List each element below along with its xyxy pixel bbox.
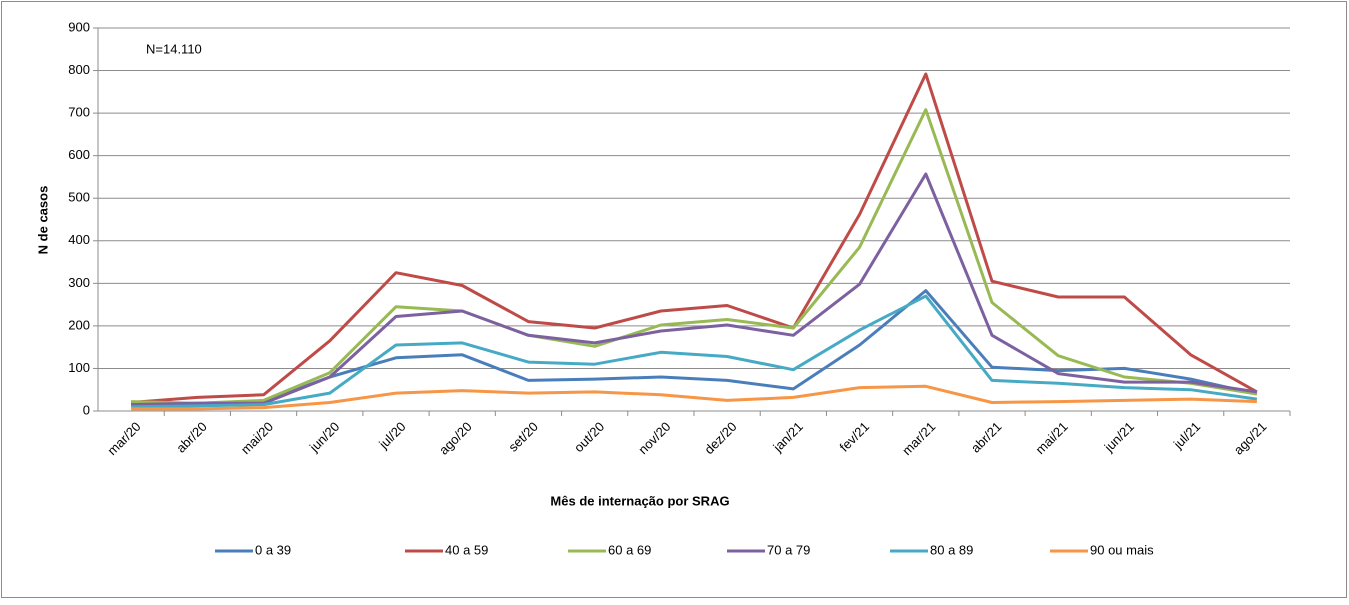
y-tick-label: 600 (68, 147, 90, 162)
legend-label: 70 a 79 (767, 542, 810, 557)
y-tick-label: 200 (68, 317, 90, 332)
y-axis-title: N de casos (35, 186, 50, 255)
series-line (131, 384, 1257, 411)
series-line (131, 172, 1258, 407)
legend-label: 80 a 89 (930, 542, 973, 557)
y-tick-label: 100 (68, 360, 90, 375)
y-tick-label: 400 (68, 232, 90, 247)
y-tick-label: 800 (68, 62, 90, 77)
y-tick-label: 500 (68, 190, 90, 205)
y-tick-label: 700 (68, 105, 90, 120)
series-line (131, 294, 1258, 409)
y-tick-label: 0 (83, 402, 90, 417)
legend-label: 90 ou mais (1090, 542, 1154, 557)
x-axis-title: Mês de internação por SRAG (550, 493, 729, 508)
legend-label: 60 a 69 (608, 542, 651, 557)
legend-label: 0 a 39 (255, 542, 291, 557)
series-line (131, 108, 1258, 405)
y-tick-label: 300 (68, 275, 90, 290)
series-line (130, 72, 1258, 404)
annotation: N=14.110 (146, 41, 202, 56)
legend-label: 40 a 59 (445, 542, 488, 557)
y-tick-label: 900 (68, 19, 90, 34)
